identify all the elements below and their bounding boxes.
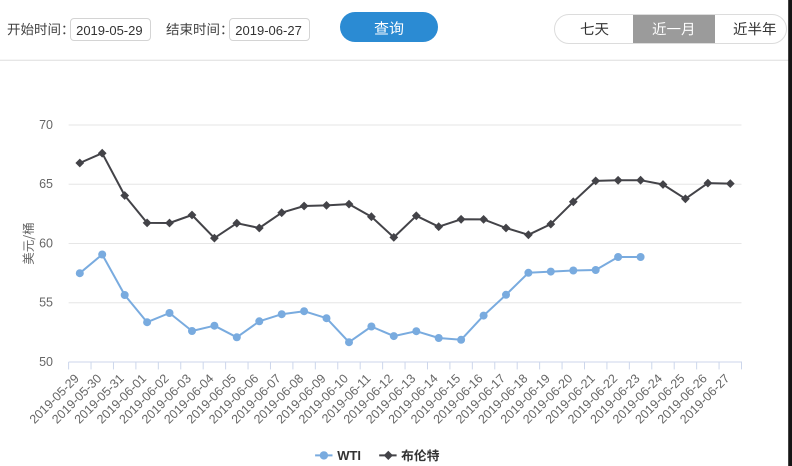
svg-text:50: 50 <box>39 355 53 369</box>
svg-text:55: 55 <box>39 296 53 310</box>
svg-text:70: 70 <box>39 118 53 132</box>
svg-text:WTI: WTI <box>337 448 361 463</box>
svg-text:60: 60 <box>39 236 53 250</box>
svg-text:65: 65 <box>39 177 53 191</box>
